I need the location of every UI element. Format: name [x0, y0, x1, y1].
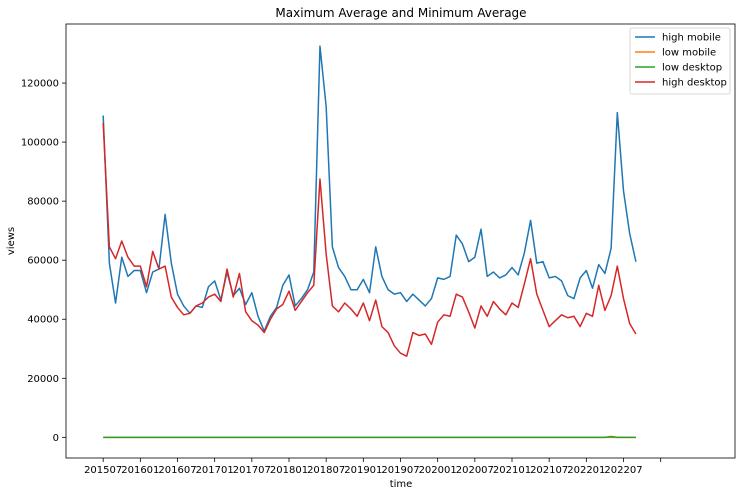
x-tick-label: 202207: [604, 465, 642, 476]
x-axis-label: time: [390, 479, 413, 490]
y-tick-label: 80000: [27, 197, 59, 208]
x-tick-label: 201507: [84, 465, 122, 476]
x-tick-label: 202007: [456, 465, 494, 476]
legend-entry: high mobile: [662, 33, 721, 44]
y-tick-label: 60000: [27, 256, 59, 267]
x-tick-label: 201701: [196, 465, 234, 476]
x-tick-label: 201907: [381, 465, 419, 476]
x-tick-label: 201901: [344, 465, 382, 476]
chart-title: Maximum Average and Minimum Average: [275, 6, 526, 20]
x-tick-label: 201807: [307, 465, 345, 476]
legend-entry: high desktop: [662, 78, 727, 89]
x-tick-label: 202101: [493, 465, 531, 476]
x-tick-label: 201801: [270, 465, 308, 476]
x-tick-label: 202001: [419, 465, 457, 476]
y-tick-label: 100000: [21, 138, 59, 149]
legend-entry: low desktop: [662, 63, 722, 74]
y-tick-label: 0: [53, 433, 59, 444]
x-tick-label: 202201: [567, 465, 605, 476]
y-tick-label: 20000: [27, 374, 59, 385]
x-tick-label: 201707: [233, 465, 271, 476]
x-tick-label: 201607: [158, 465, 196, 476]
legend: high mobile low mobile low desktop high des…: [629, 27, 731, 95]
x-tick-label: 201601: [121, 465, 159, 476]
y-axis: 0 20000 40000 60000 80000 100000 120000: [21, 79, 66, 444]
legend-entry: low mobile: [662, 48, 716, 59]
y-tick-label: 120000: [21, 79, 59, 90]
x-tick-label: 202107: [530, 465, 568, 476]
x-axis: 2015072016012016072017012017072018012018…: [84, 458, 662, 476]
series-line-high-desktop: [102, 122, 637, 357]
y-tick-label: 40000: [27, 315, 59, 326]
y-axis-label: views: [6, 227, 17, 255]
series-line-low-desktop: [103, 435, 636, 439]
plot-area: [102, 45, 637, 439]
legend-box: [629, 27, 731, 95]
